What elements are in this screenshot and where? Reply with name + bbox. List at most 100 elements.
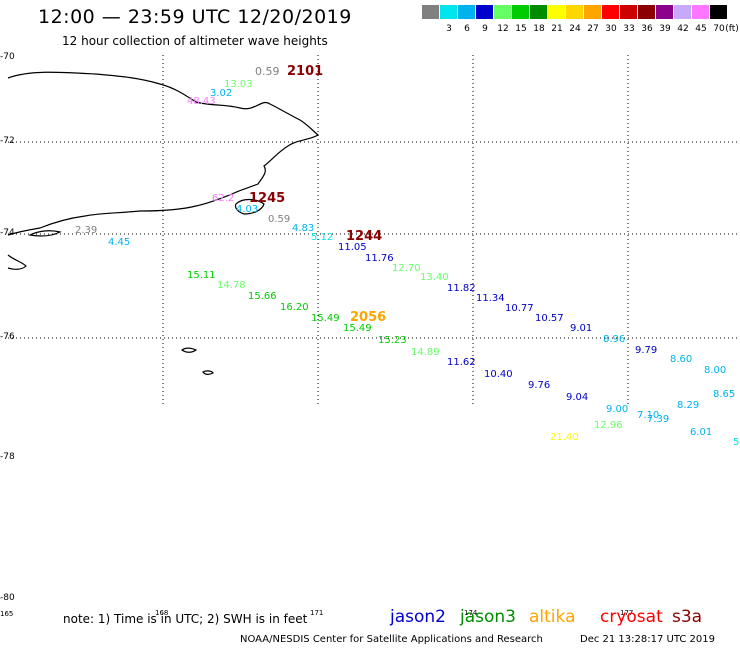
scale-label: 36 xyxy=(641,24,653,34)
lon-label: 171 xyxy=(310,609,324,617)
wave-height-label: 13.40 xyxy=(420,272,449,283)
scale-label: 12 xyxy=(497,24,509,34)
scale-swatch xyxy=(566,5,583,19)
scale-swatch xyxy=(674,5,691,19)
map-subtitle: 12 hour collection of altimeter wave hei… xyxy=(62,34,328,48)
scale-swatch xyxy=(512,5,529,19)
scale-unit: (ft) xyxy=(725,24,739,34)
wave-height-label: 15.23 xyxy=(378,335,407,346)
wave-height-label: 2056 xyxy=(350,310,387,325)
wave-height-label: 7.10 xyxy=(637,410,660,421)
wave-height-label: 8.96 xyxy=(603,334,626,345)
wave-height-label: 4.03 xyxy=(236,204,259,215)
scale-label: 33 xyxy=(623,24,635,34)
scale-swatch xyxy=(656,5,673,19)
wave-height-label: 8.29 xyxy=(677,400,700,411)
lon-label: 165 xyxy=(0,610,14,618)
wave-height-label: 14.89 xyxy=(411,347,440,358)
lat-label: -80 xyxy=(0,593,15,603)
wave-height-label: 9.04 xyxy=(566,392,589,403)
wave-height-label: 11.34 xyxy=(476,293,505,304)
legend-s3a: s3a xyxy=(672,607,703,627)
wave-height-label: 11.82 xyxy=(447,283,476,294)
wave-height-label: 2101 xyxy=(287,64,324,79)
wave-height-label: 48.43 xyxy=(187,96,216,107)
scale-label: 15 xyxy=(515,24,527,34)
legend-jason3: jason3 xyxy=(460,607,516,627)
map-title: 12:00 — 23:59 UTC 12/20/2019 xyxy=(38,6,352,28)
scale-swatch xyxy=(620,5,637,19)
wave-height-label: 15.66 xyxy=(248,291,277,302)
wave-height-label: 5.12 xyxy=(311,232,334,243)
scale-swatch xyxy=(710,5,727,19)
lon-label: 174 xyxy=(464,609,478,617)
wave-height-label: 7.39 xyxy=(647,414,670,425)
wave-height-label: 4.45 xyxy=(108,237,131,248)
wave-height-label: 11.05 xyxy=(338,242,367,253)
lat-label: -74 xyxy=(0,228,15,238)
wave-height-label: 14.78 xyxy=(217,280,246,291)
scale-swatch xyxy=(422,5,439,19)
scale-label: 6 xyxy=(464,24,470,34)
wave-height-label: 10.77 xyxy=(505,303,534,314)
lat-label: -78 xyxy=(0,452,15,462)
lat-label: -76 xyxy=(0,332,15,342)
wave-height-label: 9.79 xyxy=(635,345,658,356)
wave-height-label: 3.02 xyxy=(210,88,233,99)
scale-label: 9 xyxy=(482,24,488,34)
scale-label: 70 xyxy=(713,24,725,34)
scale-swatch xyxy=(530,5,547,19)
wave-height-label: 1245 xyxy=(249,191,286,206)
wave-height-label: 10.57 xyxy=(535,313,564,324)
wave-height-label: 62.2 xyxy=(212,193,235,204)
wave-height-label: 15.11 xyxy=(187,270,216,281)
scale-label: 42 xyxy=(677,24,689,34)
wave-height-label: 6.01 xyxy=(690,427,713,438)
wave-height-label: 10.40 xyxy=(484,369,513,380)
scale-swatch xyxy=(548,5,565,19)
wave-height-label: 21.40 xyxy=(550,432,579,443)
wave-height-label: 12.96 xyxy=(594,420,623,431)
credit-line: NOAA/NESDIS Center for Satellite Applica… xyxy=(240,634,543,645)
footer-note: note: 1) Time is in UTC; 2) SWH is in fe… xyxy=(63,612,308,626)
wave-height-label: 9.76 xyxy=(528,380,551,391)
lat-label: -72 xyxy=(0,136,15,146)
wave-height-label: 16.20 xyxy=(280,302,309,313)
generated-timestamp: Dec 21 13:28:17 UTC 2019 xyxy=(580,634,715,645)
wave-height-label: 15.49 xyxy=(311,313,340,324)
scale-swatch xyxy=(638,5,655,19)
lon-label: 168 xyxy=(155,609,169,617)
wave-height-label: 2.39 xyxy=(75,225,98,236)
scale-swatch xyxy=(440,5,457,19)
wave-height-label: 8.65 xyxy=(713,389,736,400)
wave-height-label: 12.70 xyxy=(392,263,421,274)
scale-label: 45 xyxy=(695,24,707,34)
legend-cryosat: cryosat xyxy=(600,607,663,627)
wave-height-label: 0.59 xyxy=(268,214,291,225)
wave-height-label: 13.03 xyxy=(224,79,253,90)
legend-altika: altika xyxy=(529,607,576,627)
wave-height-label: 8.60 xyxy=(670,354,693,365)
scale-swatch xyxy=(476,5,493,19)
coastline xyxy=(7,71,320,375)
scale-label: 24 xyxy=(569,24,581,34)
wave-height-label: 8.00 xyxy=(704,365,727,376)
scale-label: 3 xyxy=(446,24,452,34)
lon-label: 177 xyxy=(620,609,634,617)
scale-swatch xyxy=(458,5,475,19)
scale-swatch xyxy=(692,5,709,19)
wave-height-label: 4.83 xyxy=(292,223,315,234)
wave-height-label: 11.76 xyxy=(365,253,394,264)
wave-height-label: 1244 xyxy=(346,229,383,244)
scale-label: 39 xyxy=(659,24,671,34)
lat-label: -70 xyxy=(0,52,15,62)
wave-height-label: 9.00 xyxy=(606,404,629,415)
scale-label: 30 xyxy=(605,24,617,34)
wave-height-label: 15.49 xyxy=(343,323,372,334)
scale-swatch xyxy=(602,5,619,19)
wave-height-label: 9.01 xyxy=(570,323,593,334)
scale-label: 27 xyxy=(587,24,599,34)
scale-label: 21 xyxy=(551,24,563,34)
scale-swatch xyxy=(494,5,511,19)
